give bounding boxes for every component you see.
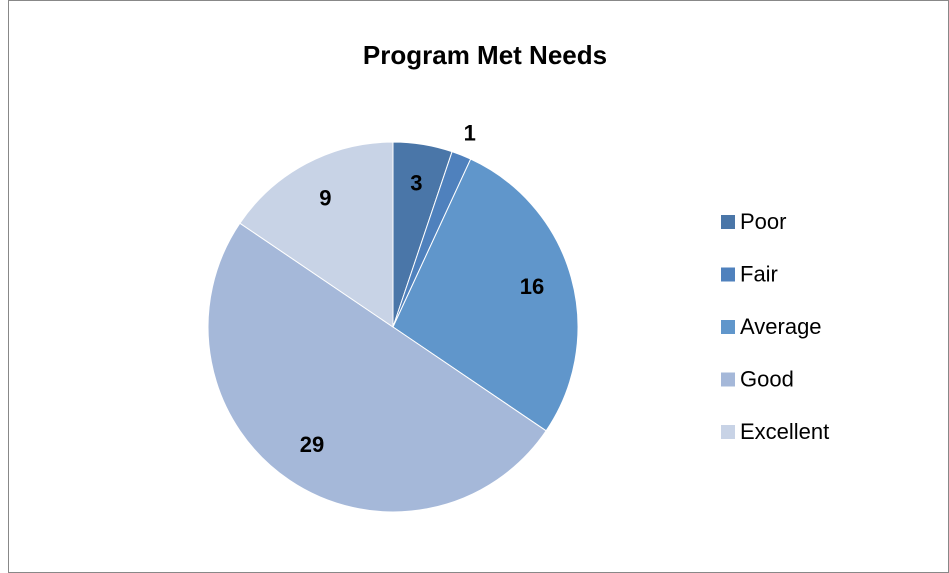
data-label: 1 — [464, 120, 476, 145]
legend-swatch — [721, 372, 735, 387]
legend-swatch — [721, 267, 735, 282]
data-label: 29 — [300, 432, 324, 457]
legend-label: Average — [740, 314, 822, 339]
chart-title: Program Met Needs — [363, 40, 607, 70]
legend-swatch — [721, 425, 735, 439]
pie-slice — [207, 222, 547, 513]
legend-label: Good — [740, 366, 794, 391]
pie-slice — [392, 158, 579, 432]
data-label: 16 — [520, 274, 544, 299]
legend-swatch — [721, 215, 735, 229]
pie-slice — [239, 141, 394, 328]
legend-label: Excellent — [740, 419, 829, 444]
data-label: 9 — [319, 185, 331, 210]
data-label: 3 — [410, 170, 422, 195]
legend-label: Fair — [740, 261, 778, 286]
legend-label: Poor — [740, 209, 786, 234]
legend-swatch — [721, 320, 735, 334]
